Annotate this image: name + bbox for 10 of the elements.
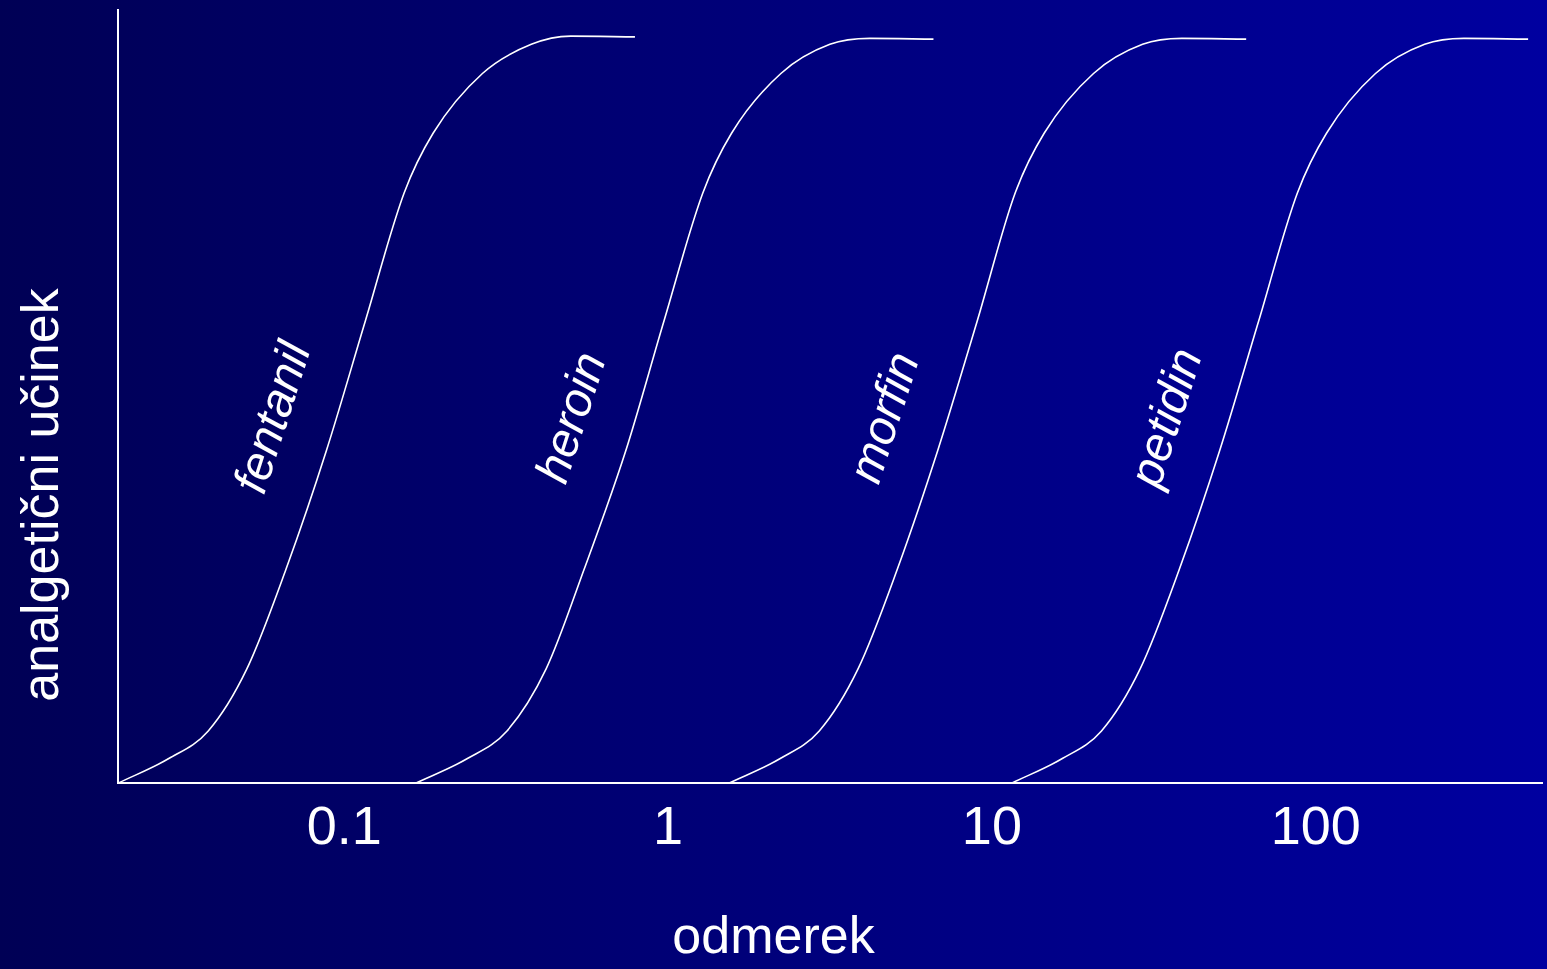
text: heroin — [524, 345, 616, 489]
text: fentanil — [222, 334, 321, 500]
x-tick-label: 10 — [961, 795, 1022, 856]
x-tick-label: 100 — [1270, 795, 1361, 856]
x-tick-label: 0.1 — [306, 795, 382, 856]
y-axis-title: analgetični učinek — [10, 288, 70, 702]
text: petidin — [1117, 341, 1212, 495]
text: morfin — [837, 345, 929, 489]
x-axis-title: odmerek — [671, 905, 876, 965]
x-tick-label: 1 — [653, 795, 684, 856]
